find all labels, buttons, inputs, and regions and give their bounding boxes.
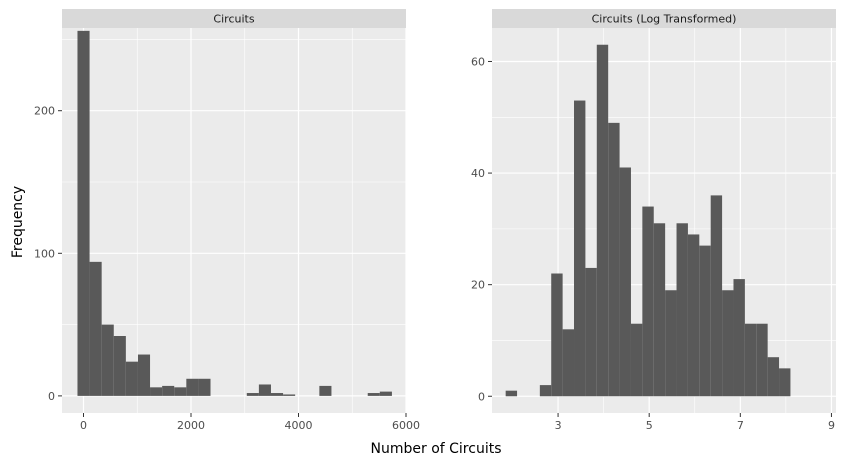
histogram-bar	[619, 167, 631, 397]
x-tick-label: 7	[737, 419, 744, 432]
histogram-bar	[258, 384, 271, 396]
histogram-bar	[779, 368, 791, 397]
y-tick-label: 100	[34, 247, 55, 260]
facet-strip	[62, 9, 406, 28]
histogram-bar	[653, 223, 666, 397]
panel-1: Circuits 0 2000 4000 6000 0 100 200	[34, 9, 420, 432]
histogram-bar	[562, 329, 575, 397]
histogram-bar	[101, 324, 114, 396]
histogram-bar	[733, 279, 745, 397]
histogram-bar	[551, 273, 563, 397]
histogram-bar	[319, 385, 332, 396]
x-tick-label: 4000	[285, 419, 313, 432]
x-tick-label: 3	[555, 419, 562, 432]
histogram-bar	[574, 100, 586, 397]
x-tick-label: 5	[646, 419, 653, 432]
histogram-bar	[379, 391, 392, 396]
y-tick-label: 200	[34, 105, 55, 118]
histogram-bar	[767, 357, 780, 397]
histogram-bar	[539, 385, 552, 397]
histogram-bar	[186, 378, 199, 396]
y-tick-label: 0	[48, 390, 55, 403]
histogram-bar	[125, 361, 138, 396]
y-tick-label: 40	[471, 167, 485, 180]
histogram-bar	[367, 393, 380, 396]
histogram-bar	[642, 206, 654, 397]
x-tick-label: 9	[828, 419, 835, 432]
histogram-bar	[174, 387, 187, 396]
histogram-bar	[505, 390, 518, 397]
x-axis-title: Number of Circuits	[371, 441, 502, 457]
histogram-bar	[283, 394, 296, 396]
y-tick-label: 0	[478, 390, 485, 403]
histogram-bar	[687, 234, 700, 397]
histogram-bar	[665, 290, 677, 397]
histogram-bar	[585, 267, 597, 397]
histogram-bar	[699, 245, 711, 397]
facet-title: Circuits	[213, 13, 254, 26]
histogram-bar	[756, 323, 768, 397]
histogram-bar	[77, 30, 90, 396]
histogram-bar	[722, 290, 734, 397]
histogram-bar	[137, 354, 151, 396]
y-axis-title: Frequency	[10, 186, 26, 258]
histogram-bar	[710, 195, 723, 397]
histogram-bar	[246, 393, 259, 396]
histogram-bar	[744, 323, 757, 397]
y-tick-label: 60	[471, 55, 485, 68]
x-tick-label: 6000	[392, 419, 420, 432]
x-tick-label: 2000	[177, 419, 205, 432]
histogram-bar	[270, 393, 284, 396]
x-tick-label: 0	[80, 419, 87, 432]
histogram-bar	[676, 223, 688, 397]
histogram-bar	[608, 122, 620, 397]
y-tick-label: 20	[471, 279, 485, 292]
histogram-bar	[89, 261, 102, 396]
histogram-bar	[596, 44, 609, 397]
facet-title: Circuits (Log Transformed)	[592, 13, 737, 26]
histogram-bar	[198, 378, 211, 396]
histogram-bar	[113, 336, 126, 396]
facet-strip	[492, 9, 836, 28]
histogram-bar	[162, 385, 175, 396]
panel-2: Circuits (Log Transformed) 3 5 7 9 0 20 40 60	[471, 9, 836, 432]
histogram-bar	[630, 323, 643, 397]
histogram-bar	[150, 387, 163, 396]
